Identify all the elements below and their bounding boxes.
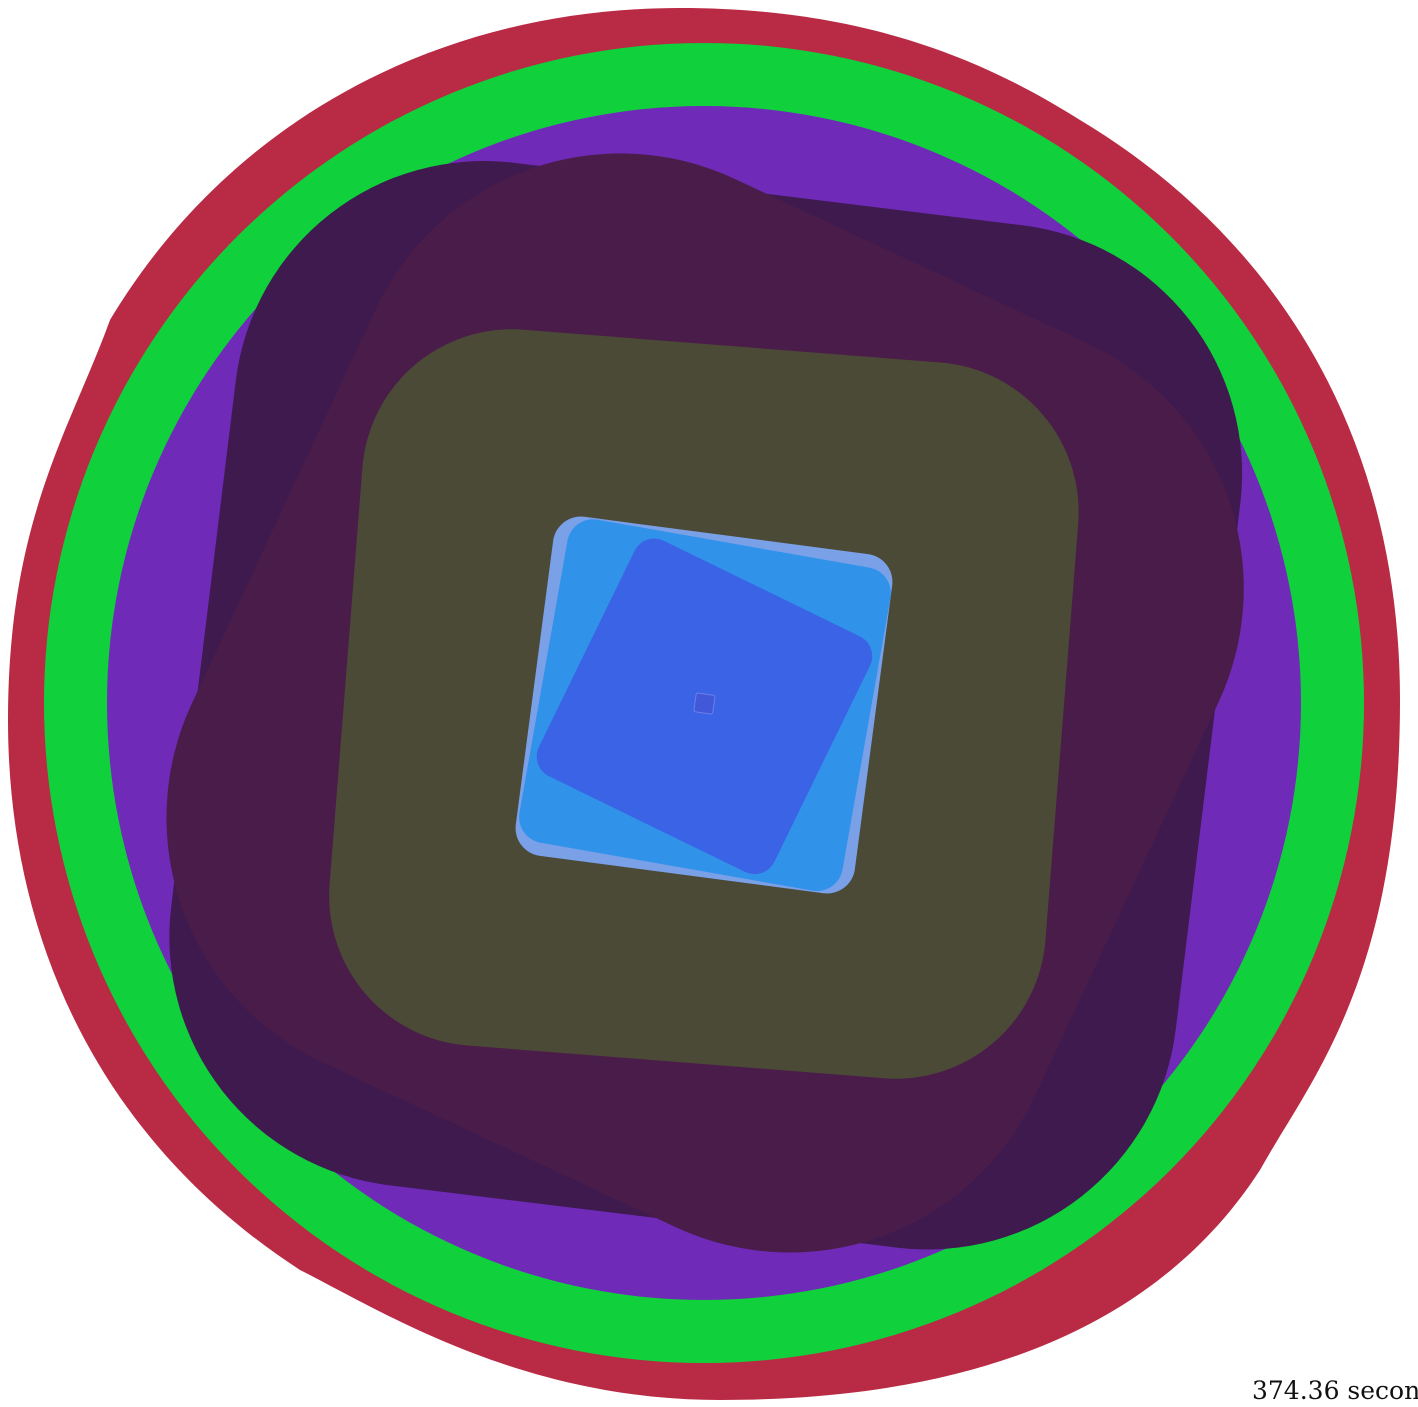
center-small-square (693, 692, 716, 715)
elapsed-time-label: 374.36 seconds (1252, 1376, 1418, 1405)
